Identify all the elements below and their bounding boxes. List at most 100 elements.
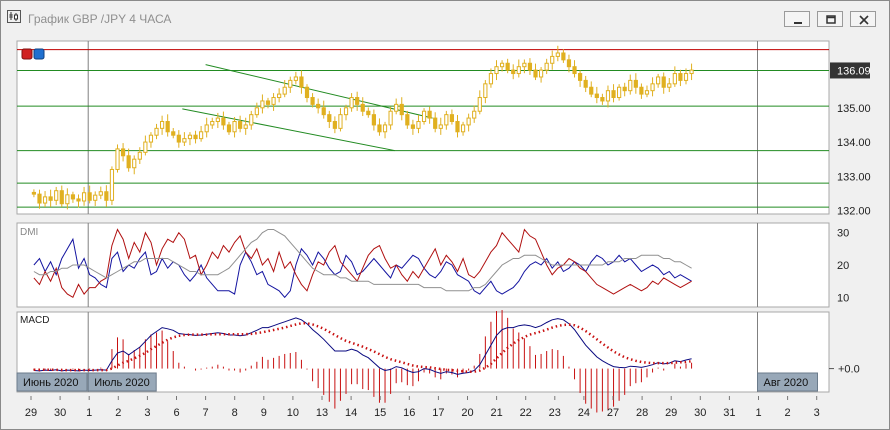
candle-body-31 <box>204 124 209 133</box>
candle-11 <box>93 191 98 206</box>
red-square-icon[interactable] <box>21 48 33 60</box>
candle-23 <box>159 115 165 135</box>
candle-35 <box>226 121 232 135</box>
candle-body-40 <box>254 107 259 116</box>
candle-15 <box>115 144 120 173</box>
candle-39 <box>249 110 254 130</box>
candle-body-56 <box>343 107 349 116</box>
candle-body-67 <box>405 114 410 126</box>
candle-body-70 <box>421 110 427 123</box>
candle-body-30 <box>199 131 204 140</box>
candle-body-106 <box>622 86 627 92</box>
candle-107 <box>628 74 633 95</box>
x-tick-label-4: 3 <box>144 407 150 419</box>
x-tick-label-16: 21 <box>490 407 502 419</box>
candle-body-10 <box>87 192 92 201</box>
x-tick-label-27: 3 <box>814 407 820 419</box>
candle-body-34 <box>221 117 226 126</box>
candle-body-95 <box>561 52 566 61</box>
candle-body-7 <box>70 194 76 200</box>
candle-65 <box>394 98 399 115</box>
candle-61 <box>371 109 376 131</box>
candle-body-72 <box>433 117 438 129</box>
candle-body-21 <box>148 134 154 143</box>
macd-signal-line <box>33 322 692 373</box>
candle-48 <box>299 70 304 94</box>
macd-pane[interactable] <box>16 311 830 393</box>
x-tick-label-17: 22 <box>520 407 532 419</box>
close-button[interactable] <box>850 11 876 27</box>
candle-body-68 <box>410 124 416 129</box>
candle-body-42 <box>265 100 271 105</box>
price-tick-label-3: 135.00 <box>837 103 871 115</box>
candle-body-58 <box>355 97 360 105</box>
candle-body-47 <box>293 76 298 81</box>
candle-body-84 <box>499 62 505 68</box>
candle-body-77 <box>460 124 466 133</box>
dmi-line-plus <box>33 237 692 299</box>
candle-34 <box>221 111 226 130</box>
candle-49 <box>304 84 310 103</box>
candle-40 <box>254 102 259 118</box>
candle-body-53 <box>327 114 332 123</box>
candle-body-112 <box>656 76 661 85</box>
candle-body-48 <box>299 76 304 88</box>
candle-body-75 <box>449 114 455 123</box>
candle-64 <box>388 106 393 130</box>
candle-6 <box>65 188 70 210</box>
candle-body-14 <box>109 168 115 201</box>
period-label-0: Июнь 2020 <box>23 377 79 389</box>
x-tick-label-3: 2 <box>115 407 121 419</box>
pane-toggle-buttons[interactable] <box>21 48 45 60</box>
candle-62 <box>377 118 382 136</box>
x-tick-label-0: 29 <box>25 407 37 419</box>
dmi-tick-label-2: 10 <box>837 292 849 304</box>
x-tick-label-13: 16 <box>403 407 415 419</box>
candle-body-73 <box>438 124 443 129</box>
candle-body-107 <box>628 79 633 92</box>
candle-74 <box>444 110 449 130</box>
candle-53 <box>327 110 332 129</box>
candle-body-93 <box>550 55 555 64</box>
candle-30 <box>199 125 204 142</box>
dmi-pane[interactable] <box>16 222 830 308</box>
price-tick-label-0: 132.00 <box>837 206 871 218</box>
candle-54 <box>332 116 337 134</box>
candle-body-37 <box>238 121 243 129</box>
candle-45 <box>282 80 287 98</box>
candle-91 <box>538 67 544 83</box>
candle-body-115 <box>672 73 677 85</box>
chart-icon <box>7 10 21 23</box>
candle-body-33 <box>215 117 220 123</box>
candle-38 <box>243 117 248 135</box>
candle-25 <box>171 128 176 139</box>
candle-body-20 <box>143 141 148 153</box>
candle-9 <box>81 186 87 206</box>
candle-body-94 <box>555 52 560 57</box>
candle-body-83 <box>494 66 499 75</box>
candle-body-62 <box>377 124 382 133</box>
candle-89 <box>527 58 533 75</box>
candle-body-39 <box>249 114 254 126</box>
candle-32 <box>210 117 215 129</box>
candle-92 <box>544 58 549 75</box>
restore-button[interactable] <box>817 11 843 27</box>
blue-square-icon[interactable] <box>33 48 45 60</box>
candle-93 <box>550 50 555 70</box>
dmi-label: DMI <box>20 227 38 238</box>
minimize-button[interactable] <box>784 11 810 27</box>
x-tick-label-14: 17 <box>432 407 444 419</box>
candle-12 <box>98 186 103 200</box>
candle-105 <box>617 84 622 101</box>
price-pane[interactable] <box>16 40 830 215</box>
candle-67 <box>405 110 410 129</box>
candle-95 <box>561 49 566 63</box>
title-bar[interactable]: График GBP /JPY 4 ЧАСА <box>1 1 889 31</box>
candle-71 <box>427 106 432 124</box>
period-label-1: Июль 2020 <box>94 377 150 389</box>
candle-68 <box>410 119 416 135</box>
candle-115 <box>672 66 677 87</box>
macd-label: MACD <box>20 315 49 326</box>
candle-body-89 <box>527 62 533 71</box>
